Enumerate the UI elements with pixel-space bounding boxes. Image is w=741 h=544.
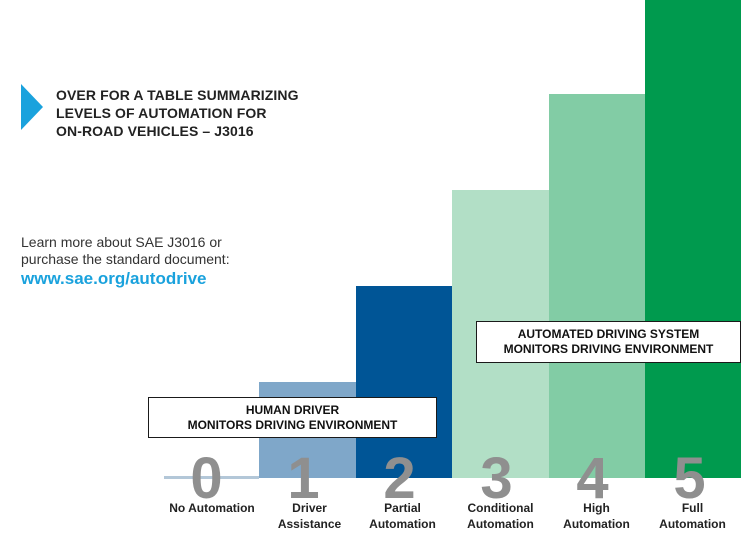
level-label-line: Assistance — [277, 516, 342, 531]
level-4-bar — [549, 94, 645, 478]
arrow-right-icon — [21, 84, 43, 130]
level-label-line: Partial — [384, 501, 421, 515]
level-2-number: 2 — [383, 446, 416, 511]
level-label-line: No Automation — [169, 501, 255, 515]
level-4-label: High Automation — [548, 501, 645, 532]
learn-more-line: purchase the standard document: — [21, 251, 230, 267]
learn-more-text: Learn more about SAE J3016 or purchase t… — [21, 234, 281, 268]
level-4-number: 4 — [576, 446, 609, 511]
heading-line: LEVELS OF AUTOMATION FOR — [56, 105, 267, 121]
heading-line: OVER FOR A TABLE SUMMARIZING — [56, 87, 299, 103]
level-label-line: High — [583, 501, 610, 515]
callout-line: MONITORS DRIVING ENVIRONMENT — [187, 417, 398, 432]
callout-line: HUMAN DRIVER — [245, 402, 340, 417]
level-label-line: Automation — [563, 516, 630, 531]
heading-line: ON-ROAD VEHICLES – J3016 — [56, 123, 254, 139]
level-1-number: 1 — [287, 446, 320, 511]
sae-autodrive-link[interactable]: www.sae.org/autodrive — [21, 269, 207, 288]
callout-line: MONITORS DRIVING ENVIRONMENT — [503, 342, 714, 356]
level-3-label: Conditional Automation — [452, 501, 549, 532]
automated-system-callout: AUTOMATED DRIVING SYSTEM MONITORS DRIVIN… — [476, 321, 741, 363]
level-5-label: Full Automation — [644, 501, 741, 532]
level-label-line: Driver — [292, 501, 327, 515]
level-5-number: 5 — [673, 446, 706, 511]
callout-line: AUTOMATED DRIVING SYSTEM — [517, 327, 700, 341]
level-label-line: Automation — [369, 516, 436, 531]
level-0-number: 0 — [190, 446, 223, 511]
heading: OVER FOR A TABLE SUMMARIZING LEVELS OF A… — [56, 86, 356, 140]
level-0-label: No Automation — [157, 501, 267, 517]
level-1-label: Driver Assistance — [261, 501, 358, 532]
human-driver-callout: HUMAN DRIVER MONITORS DRIVING ENVIRONMEN… — [148, 397, 437, 438]
level-label-line: Full — [681, 501, 704, 515]
level-label-line: Automation — [467, 516, 534, 531]
level-2-bar — [356, 286, 452, 478]
level-0-baseline — [164, 476, 259, 479]
level-3-number: 3 — [480, 446, 513, 511]
level-label-line: Automation — [659, 516, 726, 531]
level-5-bar — [645, 0, 741, 478]
level-2-label: Partial Automation — [354, 501, 451, 532]
level-label-line: Conditional — [467, 501, 534, 515]
learn-more-line: Learn more about SAE J3016 or — [21, 234, 222, 250]
